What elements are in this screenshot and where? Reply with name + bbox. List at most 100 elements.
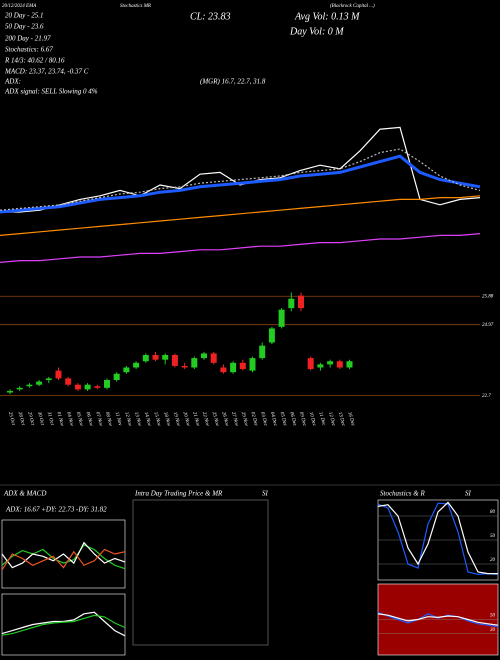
x-tick-label: 22 Nov [201, 412, 210, 428]
candle-body [113, 373, 120, 380]
x-tick-label: 13 Dec [337, 412, 346, 428]
candle-body [16, 387, 23, 390]
x-tick-label: 04 Nov [65, 412, 74, 428]
series-line [377, 611, 499, 628]
series-line [377, 613, 499, 626]
y-tick-label: 20 [490, 558, 496, 563]
x-tick-label: 25 Nov [211, 412, 220, 428]
avg-vol: Avg Vol: 0.13 M [294, 11, 360, 22]
candle-body [239, 362, 246, 370]
candle-body [104, 380, 110, 388]
x-tick-label: 02 Dec [249, 412, 258, 428]
candle-body [327, 361, 334, 365]
macd: MACD: 23.37, 23.74, -0.37 C [4, 68, 89, 76]
x-tick-label: 09 Dec [298, 412, 307, 428]
candle-body [298, 295, 304, 309]
ema50: 50 Day - 23.6 [5, 23, 44, 31]
candle-body [191, 358, 198, 368]
x-tick-label: 12 Dec [327, 412, 336, 428]
series-line [0, 154, 481, 214]
candle-body [259, 345, 266, 359]
x-tick-label: 30 Oct [36, 412, 44, 427]
candle-body [45, 378, 52, 380]
panel-frame [132, 499, 269, 646]
stoch: Stochastics: 6.67 [5, 46, 53, 54]
x-tick-label: 03 Dec [259, 412, 268, 428]
panel-frame [1, 593, 126, 656]
x-tick-label: 29 Oct [26, 412, 34, 427]
y-tick-label: 50 [490, 534, 496, 539]
x-tick-label: 15 Nov [152, 412, 161, 428]
x-tick-label: 10 Dec [308, 412, 317, 428]
ema200: 200 Day - 21.97 [5, 35, 51, 43]
y-tick-label: 25.88 [482, 294, 494, 299]
adx: ADX: [4, 78, 21, 86]
x-tick-label: 11 Dec [317, 412, 326, 428]
x-tick-label: 12 Nov [123, 412, 132, 428]
x-tick-label: 06 Nov [85, 412, 94, 428]
candle-body [220, 367, 227, 373]
rsi: R 14/3: 40.62 / 80.16 [4, 57, 65, 65]
series-line [0, 195, 481, 236]
candle-body [65, 378, 72, 385]
candle-body [171, 355, 178, 366]
x-tick-label: 11 Nov [114, 412, 123, 428]
panel-title: Intra Day Trading Price & MR [134, 490, 223, 498]
series-line [0, 233, 481, 263]
x-tick-label: 05 Nov [75, 412, 84, 428]
series-line [0, 126, 481, 213]
panel-title: ADX & MACD [3, 490, 46, 498]
panel-subtitle: ADX: 16.67 +DY: 22.73 -DY: 31.82 [5, 506, 107, 514]
candle-body [162, 355, 169, 360]
x-tick-label: 18 Nov [162, 412, 171, 428]
x-tick-label: 26 Nov [220, 412, 229, 428]
series-line [1, 548, 126, 571]
header-top-left: 20/12/2024 EMA [2, 4, 37, 9]
x-tick-label: 14 Nov [143, 412, 152, 428]
y-tick-label: 24.97 [482, 323, 494, 328]
ema20: 20 Day - 25.1 [5, 12, 44, 20]
candle-body [74, 384, 81, 390]
header-top-mid: Stochastics MR [120, 4, 151, 9]
x-tick-label: 28 Oct [17, 412, 25, 427]
panel-title-right: SI [465, 490, 472, 498]
x-tick-label: 06 Dec [288, 412, 297, 428]
day-vol: Day Vol: 0 M [289, 26, 344, 37]
candle-body [123, 367, 130, 373]
close: CL: 23.83 [190, 11, 231, 22]
x-tick-label: 16 Dec [346, 412, 355, 428]
series-line [377, 502, 499, 576]
candle-body [84, 384, 91, 390]
candle-body [201, 353, 207, 359]
y-tick-label: 30 [490, 628, 496, 633]
x-tick-label: 20 Nov [182, 412, 191, 428]
candle-body [210, 353, 217, 363]
x-tick-label: 27 Nov [230, 412, 239, 428]
candle-body [152, 355, 159, 360]
series-line [1, 611, 126, 637]
candle-body [336, 361, 343, 368]
candle-body [288, 298, 295, 309]
candle-body [7, 390, 13, 393]
x-tick-label: 08 Nov [104, 412, 113, 428]
x-tick-label: 01 Nov [55, 412, 64, 428]
x-tick-label: 04 Dec [269, 412, 278, 428]
panel-title: Stochastics & R [380, 490, 425, 498]
candle-body [26, 384, 33, 387]
series-line [1, 614, 126, 636]
candle-body [133, 362, 140, 368]
x-tick-label: 13 Nov [133, 412, 142, 428]
header-top-right: (Blackrock Capital ...) [330, 4, 375, 9]
y-tick-label: 22.7 [482, 394, 491, 399]
candle-body [268, 328, 275, 343]
series-line [1, 541, 126, 569]
panel-title-right: SI [262, 490, 269, 498]
candle-body [94, 386, 101, 388]
x-tick-label: 25 Oct [7, 412, 15, 427]
candle-body [317, 364, 324, 368]
candle-body [249, 358, 256, 371]
x-tick-label: 31 Oct [46, 412, 54, 427]
x-tick-label: 19 Nov [172, 412, 181, 428]
adx-values: (MGR) 16.7, 22.7, 31.8 [200, 78, 266, 86]
candle-body [307, 358, 314, 370]
